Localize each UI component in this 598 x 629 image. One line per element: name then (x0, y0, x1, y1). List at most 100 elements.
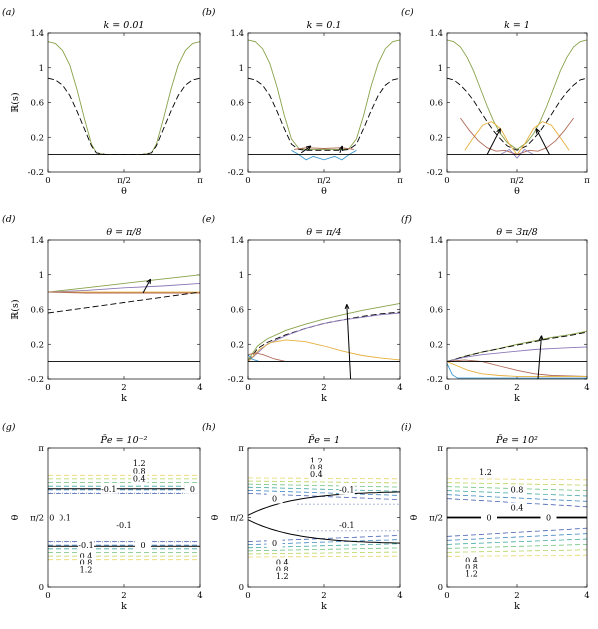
arrow-head (538, 335, 544, 341)
x-tick-label: π (397, 176, 403, 186)
contour-label: 0.8 (310, 464, 323, 473)
y-tick-label: π/2 (230, 514, 244, 524)
series-green (446, 330, 588, 363)
contour-label-bg (78, 557, 94, 568)
contour-label: 0.8 (80, 559, 93, 568)
contour-label: 1.2 (465, 570, 478, 579)
contour-label: 0.8 (465, 563, 478, 572)
axes-frame (47, 32, 201, 173)
contour-label-bg (131, 466, 148, 477)
series-brown (47, 291, 200, 294)
y-tick-label: 1.4 (30, 236, 44, 246)
y-tick-label: 0.2 (230, 133, 244, 143)
contour-line (446, 494, 588, 502)
y-axis-label: θ (210, 514, 221, 520)
contour-label-bg (463, 568, 480, 579)
contour-label-bg (184, 483, 201, 494)
axes-frame (446, 32, 588, 173)
x-tick-label: π/2 (117, 176, 131, 186)
y-tick-label: 0.6 (230, 306, 244, 316)
trend-arrow (535, 128, 550, 155)
contour-label-bg (481, 512, 497, 523)
panel-c: (c) k = 1 0 π/2 π -0.2 0.2 0.6 1 1.4 θ (401, 7, 590, 197)
panel-f: (f) θ = 3π/8 0 2 4 -0.2 0.2 0.6 1 1.4 k (401, 214, 590, 404)
contour-line (247, 489, 401, 496)
y-tick-label: -0.2 (228, 375, 244, 385)
contour-label: 1.2 (479, 468, 492, 477)
contour-line (247, 483, 401, 488)
x-tick-label: 2 (321, 591, 326, 601)
contour-label-bg (131, 473, 148, 484)
panel-title: θ = 3π/8 (496, 227, 537, 238)
y-axis-label: ℝ(s) (10, 92, 21, 112)
x-axis-label: k (121, 393, 127, 404)
y-tick-label: -0.2 (228, 168, 244, 178)
contour-label-bg (477, 466, 494, 477)
contour-label: 0.8 (133, 467, 146, 476)
panel-title: θ = π/4 (306, 227, 341, 238)
contour-line (446, 533, 588, 541)
y-tick-label: 1.4 (429, 236, 443, 246)
contour-label-bg (78, 564, 94, 575)
series-black (446, 77, 588, 151)
trend-arrow (537, 335, 542, 380)
contour-label: -0.1 (78, 541, 93, 550)
contour-label: 0 (486, 514, 491, 523)
y-tick-label: 0 (438, 583, 443, 593)
contour-label-bg (509, 484, 525, 495)
y-axis-label: ℝ(s) (10, 299, 21, 319)
contour-label: 1.2 (80, 565, 93, 574)
contour-label: 0.4 (465, 556, 478, 565)
y-tick-label: 1 (239, 64, 244, 74)
y-tick-label: -0.2 (427, 168, 443, 178)
axes-frame (247, 447, 401, 588)
contour-line (247, 547, 401, 552)
contour-line (446, 482, 588, 486)
x-tick-label: 4 (397, 383, 402, 393)
contour-label-bg (463, 562, 480, 573)
contour-label: 0 (272, 539, 277, 548)
x-tick-label: π (584, 176, 590, 186)
contour-label: 0.4 (80, 552, 93, 561)
contour-line (446, 544, 588, 549)
contour-label: 1.2 (276, 572, 289, 581)
axes-frame (47, 239, 201, 380)
contour-label-bg (266, 493, 283, 504)
y-tick-label: 1.4 (429, 29, 443, 39)
contour-label: 0 (190, 485, 195, 494)
x-axis-label: k (121, 601, 127, 612)
contour-line (446, 490, 588, 497)
y-tick-label: 0.2 (30, 340, 44, 350)
contour-label-bg (78, 551, 94, 562)
axes-frame (47, 447, 201, 588)
x-axis-label: k (321, 393, 327, 404)
x-axis-label: θ (121, 186, 127, 197)
y-tick-label: π/2 (429, 514, 443, 524)
contour-label-bg (78, 539, 94, 550)
x-tick-label: π/2 (510, 176, 524, 186)
arrow-head (338, 145, 344, 151)
contour-label: -0.1 (101, 485, 116, 494)
panel-label: (c) (401, 7, 414, 18)
panel-title: θ = π/8 (106, 227, 141, 238)
contour-label: 0.4 (276, 559, 289, 568)
contour-label: 0 (546, 514, 551, 523)
contour-label: 1.2 (310, 457, 323, 466)
series-purple (47, 282, 201, 293)
contour-label-bg (274, 570, 291, 581)
contour-label-bg (116, 520, 132, 531)
x-tick-label: 4 (397, 591, 402, 601)
series-orange (446, 361, 587, 377)
contour-label-bg (338, 520, 355, 531)
panel-d: (d) θ = π/8 0 2 4 -0.2 0.2 0.6 1 1.4 k ℝ(s) (2, 214, 203, 404)
y-tick-label: 1.4 (30, 29, 44, 39)
contour-line (247, 555, 400, 558)
y-tick-label: -0.2 (427, 375, 443, 385)
contour-label-bg (338, 484, 355, 495)
contour-label: 0.8 (511, 486, 524, 495)
contour-label: 0 (272, 495, 277, 504)
contour-label-bg (308, 462, 325, 473)
contour-line (446, 486, 588, 491)
y-tick-label: 0.2 (429, 340, 443, 350)
